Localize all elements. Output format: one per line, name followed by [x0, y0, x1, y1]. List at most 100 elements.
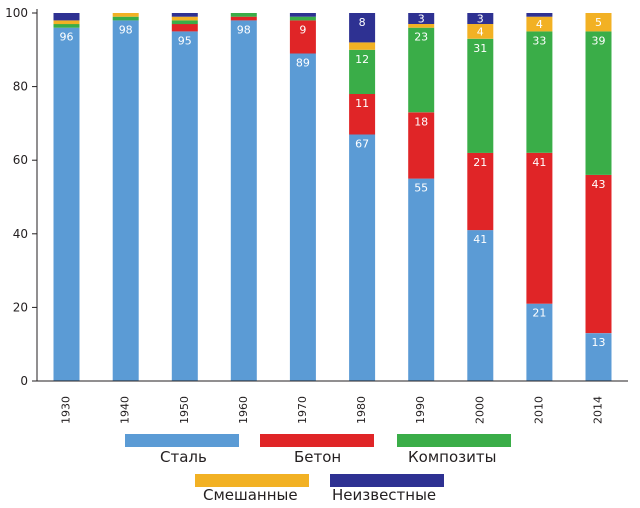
- data-label-1990-1: 18: [414, 115, 428, 128]
- bar-segment-1990-4: [408, 13, 435, 24]
- bar-segment-1950-4: [171, 13, 198, 17]
- x-tick-label-1950: 1950: [178, 396, 191, 424]
- data-label-1980-2: 12: [355, 53, 369, 66]
- y-tick-label-40: 40: [13, 227, 28, 241]
- bar-segment-1990-1: [408, 112, 435, 179]
- legend-swatch-2: [397, 434, 511, 447]
- data-label-2014-2: 39: [592, 34, 606, 47]
- legend-label-1: Бетон: [294, 448, 342, 466]
- data-label-2000-4: 3: [477, 13, 484, 26]
- bar-segment-2000-2: [467, 38, 494, 153]
- bar-segment-2010-1: [526, 152, 553, 304]
- data-label-2010-0: 21: [532, 307, 546, 320]
- y-tick-label-0: 0: [20, 374, 28, 388]
- data-label-1930-0: 96: [60, 31, 74, 44]
- y-tick-label-20: 20: [13, 300, 28, 314]
- bar-segment-2000-3: [467, 24, 494, 39]
- data-label-1960-0: 98: [237, 23, 251, 36]
- data-label-1980-0: 67: [355, 137, 369, 150]
- x-tick-label-2014: 2014: [592, 396, 605, 424]
- data-label-1990-0: 55: [414, 182, 428, 195]
- legend-label-3: Смешанные: [203, 486, 298, 504]
- bar-segment-1980-2: [349, 49, 376, 94]
- legend-label-0: Сталь: [160, 448, 207, 466]
- bar-segment-1980-1: [349, 94, 376, 135]
- bars-layer: 9698959889967111285518233412131432141334…: [53, 13, 612, 382]
- bar-segment-1970-1: [289, 20, 316, 54]
- data-label-2014-3: 5: [595, 16, 602, 29]
- bar-segment-1980-4: [349, 13, 376, 43]
- legend: Сталь Бетон Композиты Смешанные Неизвестные: [0, 430, 640, 508]
- data-label-2010-2: 33: [532, 34, 546, 47]
- data-label-2014-1: 43: [592, 178, 606, 191]
- data-label-1990-2: 23: [414, 31, 428, 44]
- data-label-2010-3: 4: [536, 18, 543, 31]
- bar-segment-2014-0: [585, 333, 612, 381]
- bar-segment-1990-0: [408, 178, 435, 381]
- bar-segment-2010-3: [526, 16, 553, 32]
- data-label-1950-0: 95: [178, 34, 192, 47]
- bar-segment-1960-2: [230, 13, 257, 17]
- data-label-1980-4: 8: [359, 16, 366, 29]
- bar-segment-1970-0: [289, 53, 316, 381]
- y-tick-label-80: 80: [13, 80, 28, 94]
- bar-segment-2014-3: [585, 13, 612, 32]
- x-tick-label-1960: 1960: [237, 396, 250, 424]
- bar-segment-2010-0: [526, 303, 553, 381]
- bar-segment-2014-2: [585, 31, 612, 175]
- bar-segment-1930-3: [53, 20, 80, 25]
- bar-segment-1950-2: [171, 20, 198, 25]
- data-label-2000-3: 4: [477, 25, 484, 38]
- x-tick-label-2010: 2010: [532, 396, 545, 424]
- bar-segment-1940-3: [112, 13, 139, 17]
- bar-segment-1960-1: [230, 16, 257, 21]
- data-label-1990-4: 3: [418, 13, 425, 26]
- bar-segment-1940-0: [112, 20, 139, 382]
- bar-segment-1950-1: [171, 24, 198, 32]
- data-label-2000-1: 21: [473, 156, 487, 169]
- bar-segment-2010-2: [526, 31, 553, 153]
- legend-swatch-3: [195, 474, 309, 487]
- bar-segment-1950-0: [171, 31, 198, 382]
- bar-segment-2014-1: [585, 174, 612, 334]
- x-tick-label-1980: 1980: [355, 396, 368, 424]
- bar-segment-1930-4: [53, 13, 80, 21]
- x-tick-label-1990: 1990: [414, 396, 427, 424]
- y-tick-label-100: 100: [5, 6, 28, 20]
- x-tick-label-1930: 1930: [60, 396, 73, 424]
- legend-swatch-4: [330, 474, 444, 487]
- legend-label-2: Композиты: [408, 448, 497, 466]
- legend-swatch-1: [260, 434, 374, 447]
- bar-segment-2000-4: [467, 13, 494, 24]
- data-label-1970-0: 89: [296, 57, 310, 70]
- data-label-2000-2: 31: [473, 42, 487, 55]
- data-label-1940-0: 98: [119, 23, 133, 36]
- bar-segment-1930-2: [53, 24, 80, 28]
- bar-segment-1930-0: [53, 27, 80, 381]
- y-tick-label-60: 60: [13, 153, 28, 167]
- bar-segment-2000-1: [467, 152, 494, 231]
- bar-segment-1970-4: [289, 13, 316, 17]
- axes-layer: 1930 1940 1950 1960 1970 1980 1990 2000 2010 2014…: [5, 6, 628, 424]
- bar-segment-2010-4: [526, 13, 553, 17]
- bar-segment-1970-2: [289, 16, 316, 21]
- bar-segment-1990-3: [408, 24, 435, 28]
- x-tick-label-1940: 1940: [119, 396, 132, 424]
- bar-segment-1950-3: [171, 16, 198, 21]
- legend-swatch-0: [125, 434, 239, 447]
- data-label-2014-0: 13: [592, 336, 606, 349]
- data-label-1980-1: 11: [355, 97, 369, 110]
- bar-segment-1940-2: [112, 16, 139, 21]
- data-label-2000-0: 41: [473, 233, 487, 246]
- legend-label-4: Неизвестные: [332, 486, 437, 504]
- bar-segment-1960-0: [230, 20, 257, 382]
- stacked-bar-chart: 9698959889967111285518233412131432141334…: [5, 6, 628, 424]
- x-tick-label-2000: 2000: [473, 396, 486, 424]
- bar-segment-1990-2: [408, 27, 435, 113]
- x-tick-label-1970: 1970: [296, 396, 309, 424]
- bar-segment-2000-0: [467, 230, 494, 381]
- bar-segment-1980-3: [349, 42, 376, 50]
- bar-segment-1980-0: [349, 134, 376, 381]
- data-label-2010-1: 41: [532, 156, 546, 169]
- data-label-1970-1: 9: [299, 23, 306, 36]
